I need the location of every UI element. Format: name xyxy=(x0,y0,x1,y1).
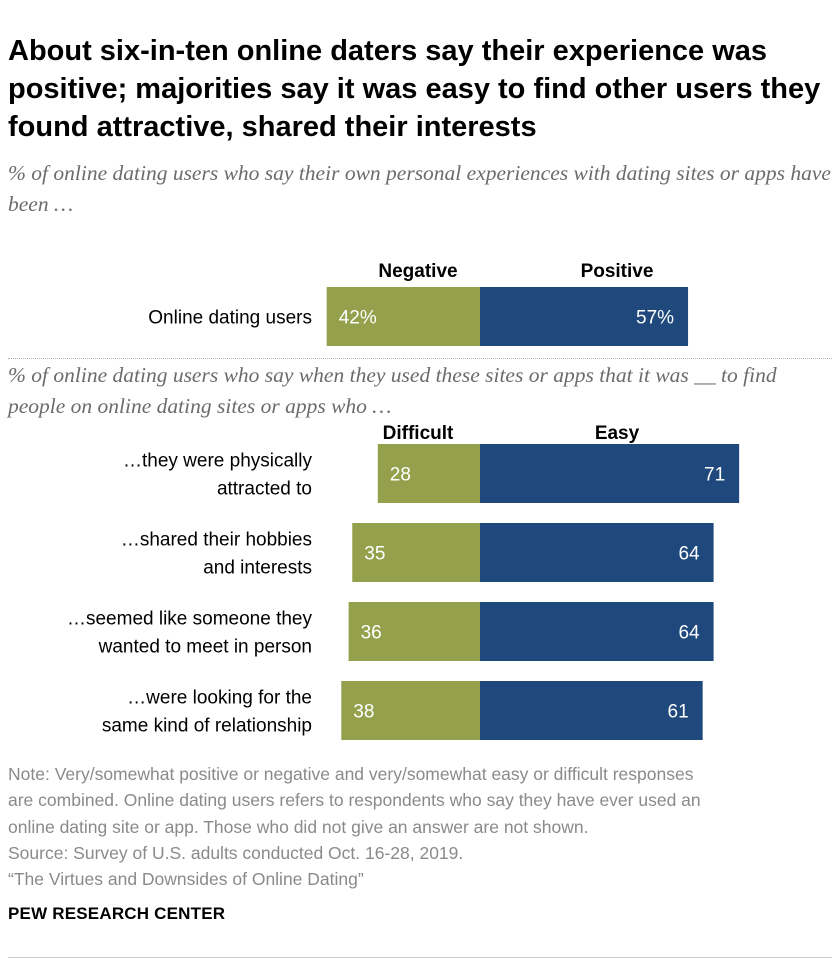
difficult-header: Difficult xyxy=(383,423,454,444)
note-line: online dating site or app. Those who did… xyxy=(8,816,589,837)
positive-value-label: 57% xyxy=(636,308,674,329)
easy-value-label: 71 xyxy=(704,465,725,486)
pew-logo-text: PEW RESEARCH CENTER xyxy=(8,904,226,923)
section-subtitle: % of online dating users who say when th… xyxy=(8,363,777,418)
category-label: …seemed like someone they xyxy=(67,609,313,630)
difficult-bar xyxy=(341,681,480,740)
category-label: Online dating users xyxy=(148,308,312,329)
source-line: Source: Survey of U.S. adults conducted … xyxy=(8,842,464,863)
category-label: …were looking for the xyxy=(127,688,312,709)
negative-bar xyxy=(326,287,480,346)
easy-bar xyxy=(480,444,740,503)
category-label: same kind of relationship xyxy=(102,716,312,737)
difficult-value-label: 35 xyxy=(364,544,385,565)
category-label: and interests xyxy=(203,558,312,579)
report-title-line: “The Virtues and Downsides of Online Dat… xyxy=(8,869,364,890)
difficult-bar xyxy=(348,602,480,661)
easy-bar xyxy=(480,523,714,582)
easy-value-label: 64 xyxy=(678,623,700,644)
easy-header: Easy xyxy=(595,423,640,444)
positive-bar xyxy=(480,287,689,346)
easy-bar xyxy=(480,681,703,740)
difficult-value-label: 28 xyxy=(390,465,411,486)
category-label: attracted to xyxy=(217,479,312,500)
category-label: wanted to meet in person xyxy=(98,637,312,658)
difficult-bar xyxy=(377,444,480,503)
difficult-value-label: 36 xyxy=(361,623,382,644)
difficult-value-label: 38 xyxy=(353,702,374,723)
easy-bar xyxy=(480,602,714,661)
difficult-bar xyxy=(352,523,480,582)
category-label: …they were physically xyxy=(123,451,313,472)
chart-title: About six-in-ten online daters say their… xyxy=(8,35,821,143)
bar-chart: Negative Positive 42% 57% Online dating user… xyxy=(67,261,740,740)
notes: Note: Very/somewhat positive or negative… xyxy=(8,761,834,892)
negative-header: Negative xyxy=(378,261,457,282)
category-label: …shared their hobbies xyxy=(121,530,312,551)
positive-header: Positive xyxy=(581,261,654,282)
note-line: are combined. Online dating users refers… xyxy=(8,790,701,811)
bottom-rule xyxy=(8,957,832,958)
easy-value-label: 64 xyxy=(678,544,700,565)
chart-subtitle: % of online dating users who say their o… xyxy=(8,161,831,216)
negative-value-label: 42% xyxy=(339,308,377,329)
note-line: Note: Very/somewhat positive or negative… xyxy=(8,764,694,784)
section-divider xyxy=(8,358,832,359)
easy-value-label: 61 xyxy=(668,702,689,723)
